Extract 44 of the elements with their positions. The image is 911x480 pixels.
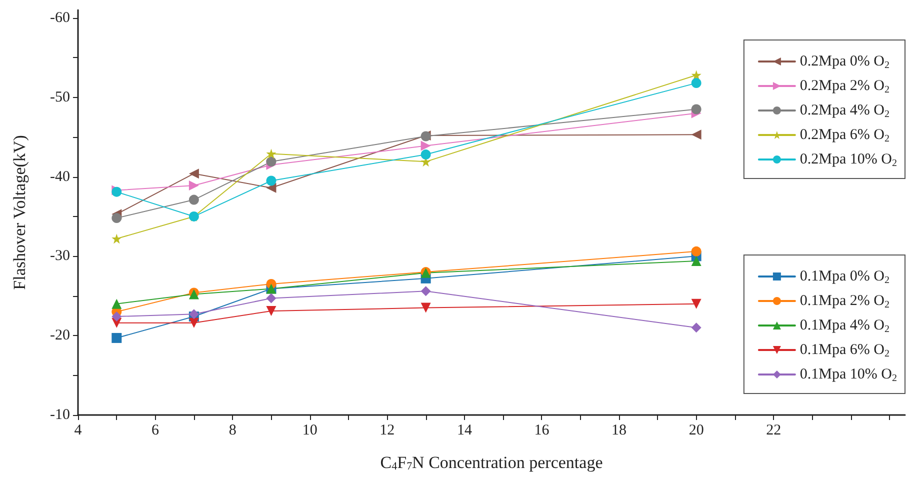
- y-tick-label: -10: [50, 407, 70, 423]
- x-tick-label: 8: [228, 422, 236, 438]
- point: [112, 298, 122, 309]
- point: [188, 194, 199, 205]
- y-axis-title: Flashover Voltage(kV): [10, 135, 29, 290]
- point: [691, 104, 702, 114]
- point: [691, 298, 702, 309]
- y-tick-label: -20: [50, 328, 70, 344]
- point: [188, 180, 199, 190]
- point: [112, 332, 122, 343]
- point: [420, 140, 431, 151]
- point: [112, 234, 122, 244]
- x-tick-label: 22: [766, 422, 782, 438]
- point: [266, 176, 276, 186]
- point: [691, 256, 702, 266]
- point: [691, 322, 702, 333]
- point: [420, 286, 431, 296]
- point: [266, 182, 276, 193]
- x-tick-label: 16: [534, 422, 550, 438]
- y-tick-label: -50: [50, 89, 70, 106]
- point: [691, 246, 702, 256]
- point: [691, 130, 702, 140]
- y-tick-label: -40: [50, 168, 70, 185]
- point: [266, 306, 276, 316]
- point: [112, 213, 122, 224]
- point: [188, 168, 199, 179]
- y-tick-label: -30: [50, 248, 70, 264]
- point: [266, 148, 276, 159]
- x-tick-label: 12: [380, 422, 395, 438]
- point: [420, 150, 431, 160]
- point: [691, 78, 702, 88]
- y-tick-label: -60: [50, 10, 70, 26]
- point: [420, 302, 431, 313]
- point: [188, 309, 199, 320]
- x-tick-label: 6: [152, 422, 160, 438]
- point: [266, 293, 276, 304]
- x-tick-label: 18: [612, 422, 627, 438]
- x-tick-label: 14: [456, 422, 472, 438]
- x-tick-label: 4: [74, 422, 82, 438]
- x-tick-label: 10: [302, 422, 318, 438]
- point: [266, 156, 276, 167]
- point: [112, 312, 122, 322]
- x-tick-label: 20: [688, 422, 704, 438]
- point: [188, 318, 199, 328]
